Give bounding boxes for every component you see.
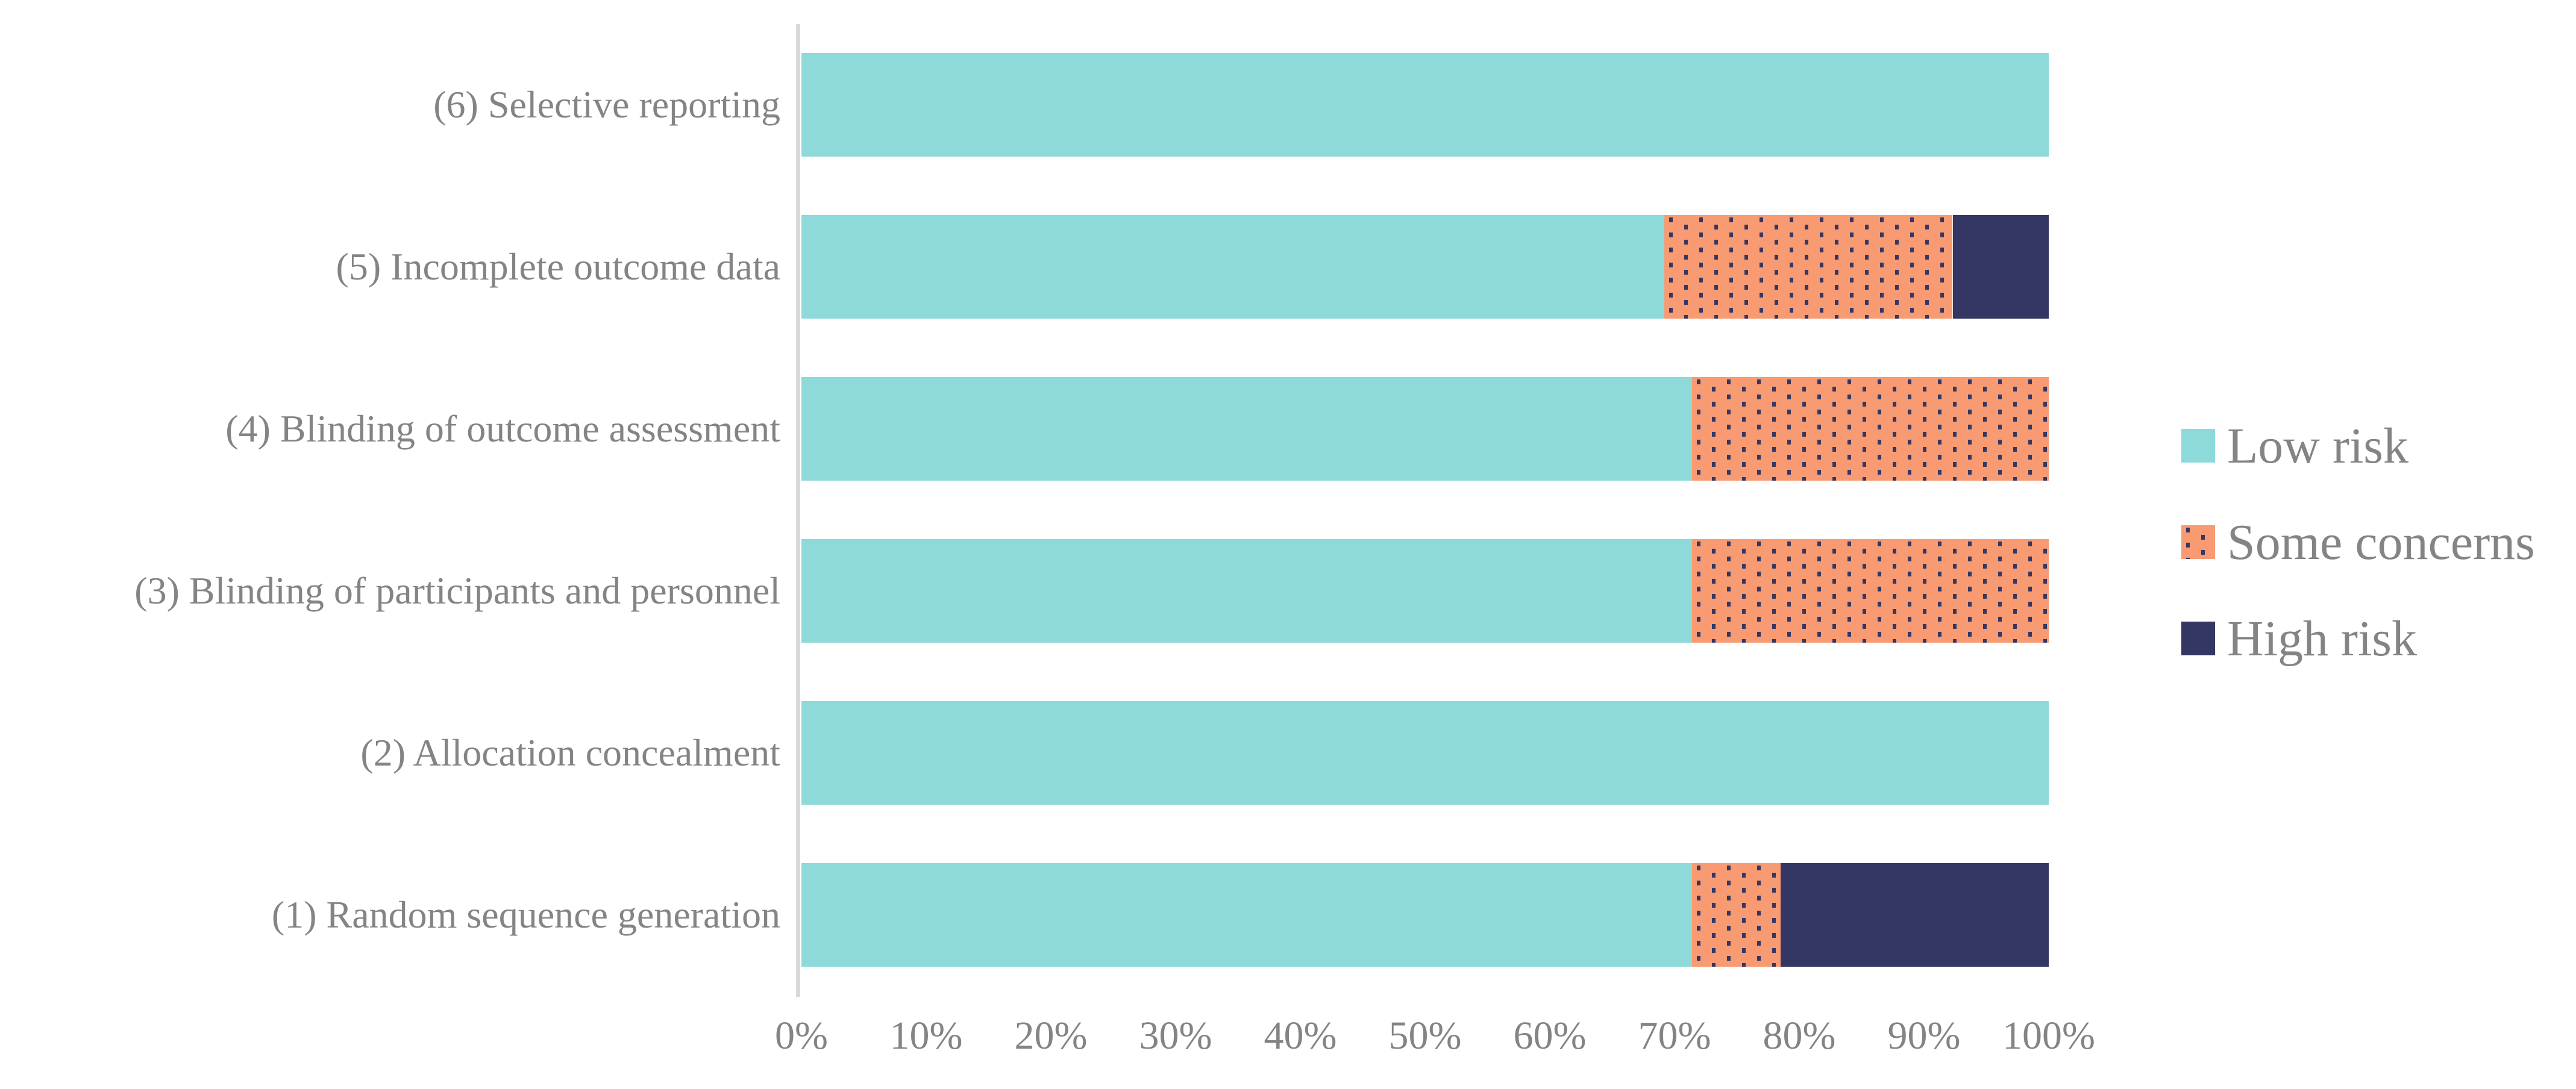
bar-segment-high-risk xyxy=(1952,215,2049,319)
x-axis-tick-label: 50% xyxy=(1388,1014,1462,1058)
category-label: (6) Selective reporting xyxy=(433,83,780,126)
bar-segment-some-concerns xyxy=(1691,539,2049,643)
bar-row xyxy=(801,377,2049,481)
bar-segment-low-risk xyxy=(801,701,2049,805)
legend-label: High risk xyxy=(2227,610,2417,667)
bar-segment-high-risk xyxy=(1780,863,2049,967)
category-label: (2) Allocation concealment xyxy=(360,731,780,774)
x-axis-tick-label: 10% xyxy=(889,1014,963,1058)
category-label: (3) Blinding of participants and personn… xyxy=(134,569,780,612)
x-axis-tick-label: 0% xyxy=(775,1014,828,1058)
x-axis-tick-label: 60% xyxy=(1513,1014,1587,1058)
bar-segment-low-risk xyxy=(801,863,1692,967)
legend-item-some-concerns: Some concerns xyxy=(2181,514,2535,570)
bar-segment-some-concerns xyxy=(1691,863,1781,967)
bar-row xyxy=(801,701,2049,805)
legend-label: Low risk xyxy=(2227,417,2408,474)
x-axis-tick-label: 70% xyxy=(1638,1014,1711,1058)
legend-swatch-icon xyxy=(2181,429,2215,463)
x-axis-tick-label: 40% xyxy=(1264,1014,1337,1058)
y-axis-line xyxy=(796,24,800,997)
x-axis-tick-label: 30% xyxy=(1139,1014,1212,1058)
legend-swatch-icon xyxy=(2181,525,2215,559)
legend-item-high-risk: High risk xyxy=(2181,611,2535,667)
bar-segment-low-risk xyxy=(801,377,1692,481)
legend-item-low-risk: Low risk xyxy=(2181,418,2535,474)
legend-label: Some concerns xyxy=(2227,514,2535,570)
bar-row xyxy=(801,539,2049,643)
x-axis-tick-label: 90% xyxy=(1887,1014,1961,1058)
bar-segment-some-concerns xyxy=(1691,377,2049,481)
bar-segment-low-risk xyxy=(801,215,1665,319)
category-label: (4) Blinding of outcome assessment xyxy=(225,407,780,450)
legend: Low risk Some concerns High risk xyxy=(2181,418,2535,718)
bar-row xyxy=(801,53,2049,157)
category-label: (1) Random sequence generation xyxy=(271,893,780,936)
category-label: (5) Incomplete outcome data xyxy=(336,245,780,288)
bar-segment-low-risk xyxy=(801,539,1692,643)
legend-swatch-icon xyxy=(2181,622,2215,655)
bar-segment-some-concerns xyxy=(1664,215,1953,319)
x-axis-tick-label: 100% xyxy=(2002,1014,2095,1058)
x-axis-tick-label: 20% xyxy=(1014,1014,1088,1058)
x-axis-tick-label: 80% xyxy=(1763,1014,1836,1058)
bar-segment-low-risk xyxy=(801,53,2049,157)
bar-row xyxy=(801,863,2049,967)
bar-row xyxy=(801,215,2049,319)
